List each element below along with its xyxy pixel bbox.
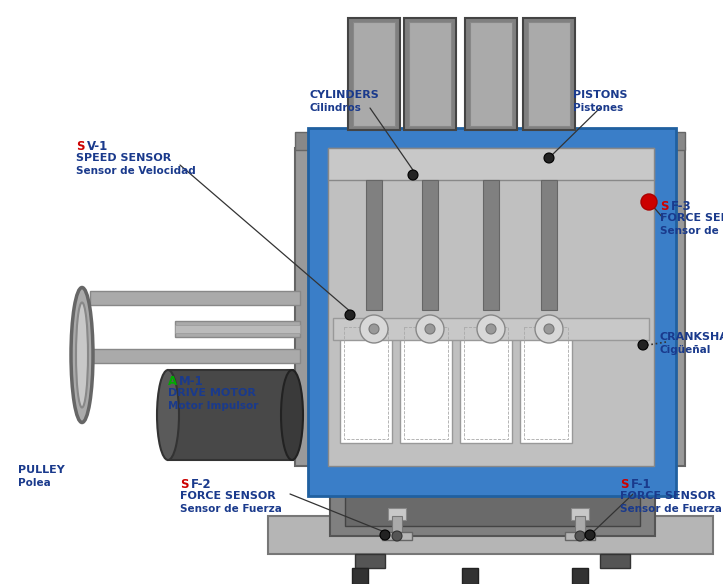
- Bar: [328, 148, 654, 466]
- Bar: [520, 323, 572, 443]
- Circle shape: [585, 530, 595, 540]
- Ellipse shape: [71, 287, 93, 422]
- Text: DRIVE MOTOR: DRIVE MOTOR: [168, 388, 256, 398]
- Bar: [462, 568, 478, 584]
- Ellipse shape: [76, 303, 88, 408]
- Ellipse shape: [157, 370, 179, 460]
- Bar: [565, 532, 595, 540]
- Bar: [382, 532, 412, 540]
- Bar: [344, 327, 388, 439]
- Bar: [268, 516, 713, 554]
- Circle shape: [638, 340, 648, 350]
- Text: Motor Impulsor: Motor Impulsor: [168, 401, 258, 411]
- Circle shape: [416, 315, 444, 343]
- Bar: [575, 516, 585, 534]
- Circle shape: [486, 324, 496, 334]
- Bar: [295, 148, 330, 466]
- Text: Sensor de Fuerza: Sensor de Fuerza: [660, 226, 723, 236]
- Bar: [175, 321, 300, 337]
- Text: Cigüeñal: Cigüeñal: [660, 345, 711, 355]
- Circle shape: [392, 531, 402, 541]
- Text: CYLINDERS: CYLINDERS: [310, 90, 380, 100]
- Bar: [404, 327, 448, 439]
- Circle shape: [477, 315, 505, 343]
- Circle shape: [408, 170, 418, 180]
- Circle shape: [544, 324, 554, 334]
- Bar: [168, 370, 293, 460]
- Bar: [541, 180, 557, 310]
- Bar: [404, 18, 456, 130]
- Text: FORCE SENSOR: FORCE SENSOR: [620, 491, 716, 501]
- Circle shape: [544, 153, 554, 163]
- Bar: [650, 132, 685, 150]
- Text: F-1: F-1: [631, 478, 651, 491]
- Text: SPEED SENSOR: SPEED SENSOR: [76, 153, 171, 163]
- Circle shape: [360, 315, 388, 343]
- Bar: [345, 466, 640, 526]
- Text: S: S: [620, 478, 628, 491]
- Circle shape: [380, 530, 390, 540]
- Bar: [295, 132, 330, 150]
- Text: Polea: Polea: [18, 478, 51, 488]
- Text: Cilindros: Cilindros: [310, 103, 362, 113]
- Bar: [523, 18, 575, 130]
- Text: Sensor de Fuerza: Sensor de Fuerza: [620, 504, 722, 514]
- Bar: [333, 318, 649, 340]
- Bar: [308, 128, 676, 496]
- Bar: [348, 18, 400, 130]
- Text: S: S: [660, 200, 669, 213]
- Bar: [392, 516, 402, 534]
- Text: Sensor de Fuerza: Sensor de Fuerza: [180, 504, 282, 514]
- Text: M-1: M-1: [179, 375, 204, 388]
- Bar: [465, 18, 517, 130]
- Circle shape: [535, 315, 563, 343]
- Text: S: S: [180, 478, 189, 491]
- Circle shape: [641, 194, 657, 210]
- Bar: [528, 22, 570, 126]
- Bar: [175, 325, 300, 333]
- Bar: [422, 180, 438, 310]
- Bar: [353, 22, 395, 126]
- Text: PULLEY: PULLEY: [18, 465, 65, 475]
- Bar: [572, 568, 588, 584]
- Text: PISTONS: PISTONS: [573, 90, 628, 100]
- Text: S: S: [76, 140, 85, 153]
- Circle shape: [425, 324, 435, 334]
- Bar: [328, 148, 654, 180]
- Ellipse shape: [281, 370, 303, 460]
- Bar: [400, 323, 452, 443]
- Bar: [366, 180, 382, 310]
- Bar: [90, 291, 300, 305]
- Text: CRANKSHAFT: CRANKSHAFT: [660, 332, 723, 342]
- Text: FORCE SENSOR: FORCE SENSOR: [180, 491, 275, 501]
- Bar: [90, 349, 300, 363]
- Bar: [355, 554, 385, 568]
- Circle shape: [575, 531, 585, 541]
- Bar: [524, 327, 568, 439]
- Bar: [600, 554, 630, 568]
- Bar: [470, 22, 512, 126]
- Text: Pistones: Pistones: [573, 103, 623, 113]
- Bar: [464, 327, 508, 439]
- Circle shape: [345, 310, 355, 320]
- Text: V-1: V-1: [87, 140, 108, 153]
- Circle shape: [369, 324, 379, 334]
- Bar: [483, 180, 499, 310]
- Text: Sensor de Velocidad: Sensor de Velocidad: [76, 166, 196, 176]
- Bar: [650, 148, 685, 466]
- Bar: [460, 323, 512, 443]
- Text: FORCE SENSOR: FORCE SENSOR: [660, 213, 723, 223]
- Bar: [340, 323, 392, 443]
- Bar: [352, 568, 368, 584]
- Bar: [571, 508, 589, 520]
- Text: F-2: F-2: [191, 478, 212, 491]
- Text: A: A: [168, 375, 177, 388]
- Bar: [388, 508, 406, 520]
- Bar: [330, 456, 655, 536]
- Text: F-3: F-3: [671, 200, 692, 213]
- Bar: [409, 22, 451, 126]
